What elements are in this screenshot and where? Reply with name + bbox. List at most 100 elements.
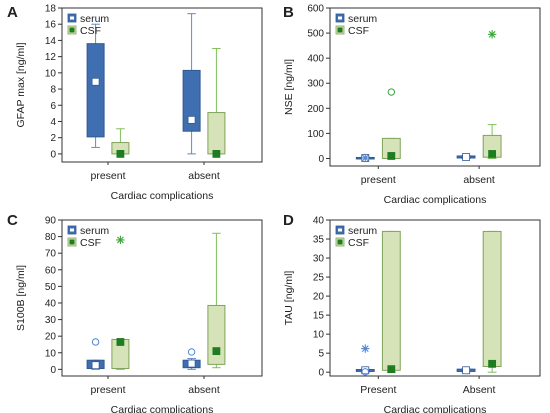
legend-swatch-csf-median [69, 239, 75, 245]
serum-box [86, 43, 105, 138]
legend-label-serum: serum [348, 225, 377, 237]
serum-median-marker [462, 153, 470, 161]
y-axis-label: S100B [ng/ml] [15, 265, 27, 331]
plot-frame [61, 219, 263, 377]
panel-label-b: B [283, 4, 294, 21]
x-tick-label: present [90, 170, 125, 182]
y-tick-label: 30 [45, 315, 57, 326]
y-tick-label: 20 [313, 292, 325, 303]
y-tick-label: 5 [318, 349, 324, 360]
csf-median-marker [387, 152, 396, 160]
y-tick-label: 0 [318, 368, 324, 379]
y-tick-label: 8 [50, 85, 56, 96]
plot-frame [329, 219, 541, 377]
y-tick-label: 20 [45, 332, 57, 343]
panel-c: C 0 10 20 30 40 50 60 70 80 90 S100B [ng/ml] present… [7, 212, 263, 413]
y-tick-label: 600 [307, 4, 324, 15]
legend-swatch-serum-median [70, 16, 74, 20]
y-tick-label: 16 [45, 20, 57, 31]
x-tick-label: present [90, 384, 125, 396]
extreme-stroke [116, 236, 124, 244]
csf-median-marker [488, 150, 497, 158]
x-axis-label: Cardiac complications [384, 194, 487, 206]
serum-median-marker [361, 366, 370, 375]
panel-b: B 0 100 200 300 400 500 600 NSE [ng/ml] present ab… [283, 4, 541, 206]
x-tick-label: Present [360, 384, 396, 396]
x-tick-label: Absent [463, 384, 496, 396]
legend-label-csf: CSF [80, 25, 101, 37]
y-tick-label: 0 [50, 365, 56, 376]
extreme-stroke [361, 345, 369, 353]
y-tick-label: 50 [45, 282, 57, 293]
y-tick-label: 0 [318, 154, 324, 165]
csf-median-marker [387, 365, 396, 374]
x-tick-label: absent [188, 170, 220, 182]
panel-label-d: D [283, 212, 294, 229]
outlier-point [91, 338, 100, 346]
y-tick-label: 35 [313, 235, 325, 246]
y-tick-label: 14 [45, 36, 57, 47]
y-tick-label: 40 [45, 298, 57, 309]
serum-median-marker [187, 359, 196, 368]
panel-a: A 0 2 4 6 8 10 12 14 16 18 GFAP max [ng/ml] present a… [7, 4, 263, 202]
y-tick-label: 200 [307, 104, 324, 115]
extreme-stroke [361, 154, 369, 162]
serum-median-marker [91, 361, 100, 370]
outlier-point [361, 368, 369, 376]
outlier-point [387, 88, 396, 96]
csf-median-marker [116, 149, 125, 158]
serum-box [182, 69, 201, 132]
csf-median-marker [212, 149, 221, 158]
y-tick-label: 300 [307, 79, 324, 90]
x-tick-label: absent [188, 384, 220, 396]
y-tick-label: 500 [307, 29, 324, 40]
y-tick-label: 15 [313, 311, 325, 322]
csf-median-marker [116, 338, 125, 346]
legend-label-serum: serum [348, 13, 377, 25]
serum-median-marker [187, 115, 196, 124]
csf-box [207, 304, 226, 365]
extreme-point [361, 344, 370, 353]
serum-median-marker [91, 77, 100, 86]
y-tick-label: 4 [50, 117, 56, 128]
legend-swatch-csf-median [337, 239, 343, 245]
extreme-point [487, 30, 497, 39]
x-axis-label: Cardiac complications [384, 404, 487, 413]
csf-box [207, 112, 226, 155]
y-tick-label: 0 [50, 149, 56, 160]
y-tick-label: 60 [45, 265, 57, 276]
x-tick-label: present [361, 174, 396, 186]
csf-box [381, 230, 401, 371]
serum-median-marker [462, 366, 470, 375]
panel-label-c: C [7, 212, 18, 229]
y-tick-label: 12 [45, 52, 57, 63]
legend-label-serum: serum [80, 13, 109, 25]
panel-label-a: A [7, 4, 18, 21]
legend-swatch-serum-median [338, 228, 342, 232]
y-tick-label: 6 [50, 101, 56, 112]
y-tick-label: 400 [307, 54, 324, 65]
y-axis-label: NSE [ng/ml] [283, 59, 295, 115]
extreme-point [361, 153, 370, 163]
legend-swatch-serum-median [338, 16, 342, 20]
y-tick-label: 10 [313, 330, 325, 341]
panel-d: D 0 5 10 15 20 25 30 35 40 TAU [ng/ml] Present Absen… [283, 212, 541, 413]
y-tick-label: 90 [45, 216, 57, 227]
plot-frame [329, 7, 541, 167]
x-axis-label: Cardiac complications [111, 190, 214, 202]
y-tick-label: 2 [50, 133, 56, 144]
legend-label-csf: CSF [348, 237, 369, 249]
y-tick-label: 10 [45, 68, 57, 79]
y-axis-label: GFAP max [ng/ml] [15, 42, 27, 127]
legend-swatch-csf-median [337, 27, 343, 33]
y-tick-label: 100 [307, 129, 324, 140]
csf-box [482, 230, 502, 367]
y-tick-label: 25 [313, 273, 325, 284]
y-tick-label: 30 [313, 254, 325, 265]
legend-label-serum: serum [80, 225, 109, 237]
legend-label-csf: CSF [348, 25, 369, 37]
extreme-stroke [488, 30, 496, 38]
